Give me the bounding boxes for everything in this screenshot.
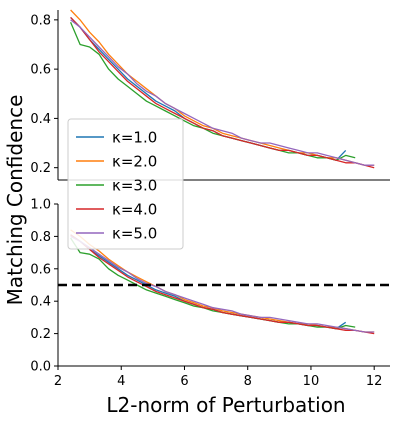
legend-label-kappa-1: κ=1.0 — [112, 129, 157, 147]
bottom-y-tick-label: 0.8 — [30, 230, 51, 245]
legend-label-kappa-3: κ=3.0 — [112, 177, 157, 195]
top-y-tick-label: 0.8 — [30, 13, 51, 28]
x-tick-label: 10 — [303, 374, 320, 389]
bottom-y-tick-label: 0.0 — [30, 360, 51, 375]
x-tick-label: 8 — [244, 374, 252, 389]
top-y-ticks: 0.2 0.4 0.6 0.8 — [30, 13, 58, 176]
bottom-y-tick-label: 0.4 — [30, 295, 51, 310]
legend-label-kappa-5: κ=5.0 — [112, 225, 157, 243]
top-y-tick-label: 0.6 — [30, 63, 51, 78]
legend-label-kappa-4: κ=4.0 — [112, 201, 157, 219]
top-series-line-kappa-5 — [70, 19, 375, 166]
top-series-line-kappa-4 — [70, 16, 375, 169]
x-tick-label: 12 — [366, 374, 383, 389]
x-ticks: 2 4 6 8 10 12 — [54, 366, 383, 389]
bottom-y-tick-label: 1.0 — [30, 198, 51, 213]
legend-items: κ=1.0 κ=2.0 κ=3.0 κ=4.0 κ=5.0 — [76, 129, 157, 243]
top-y-tick-label: 0.4 — [30, 112, 51, 127]
legend-label-kappa-2: κ=2.0 — [112, 153, 157, 171]
bottom-series-line-kappa-3 — [70, 237, 356, 330]
x-tick-label: 2 — [54, 374, 62, 389]
bottom-y-tick-label: 0.6 — [30, 262, 51, 277]
legend-box — [67, 118, 184, 250]
top-y-tick-label: 0.2 — [30, 161, 51, 176]
bottom-y-tick-label: 0.2 — [30, 327, 51, 342]
bottom-y-ticks: 0.0 0.2 0.4 0.6 0.8 1.0 — [30, 198, 58, 375]
y-axis-label: Matching Confidence — [3, 95, 27, 306]
bottom-series-group — [70, 229, 375, 335]
top-panel: 0.2 0.4 0.6 0.8 — [30, 9, 390, 181]
bottom-panel: 0.0 0.2 0.4 0.6 0.8 1.0 2 4 6 8 10 12 — [30, 198, 390, 389]
bottom-series-line-kappa-5 — [70, 235, 375, 333]
x-tick-label: 4 — [117, 374, 125, 389]
x-tick-label: 6 — [180, 374, 188, 389]
bottom-series-line-kappa-4 — [70, 234, 375, 335]
legend: κ=1.0 κ=2.0 κ=3.0 κ=4.0 κ=5.0 — [67, 118, 184, 250]
x-axis-label: L2-norm of Perturbation — [106, 393, 345, 417]
top-series-group — [70, 9, 375, 169]
